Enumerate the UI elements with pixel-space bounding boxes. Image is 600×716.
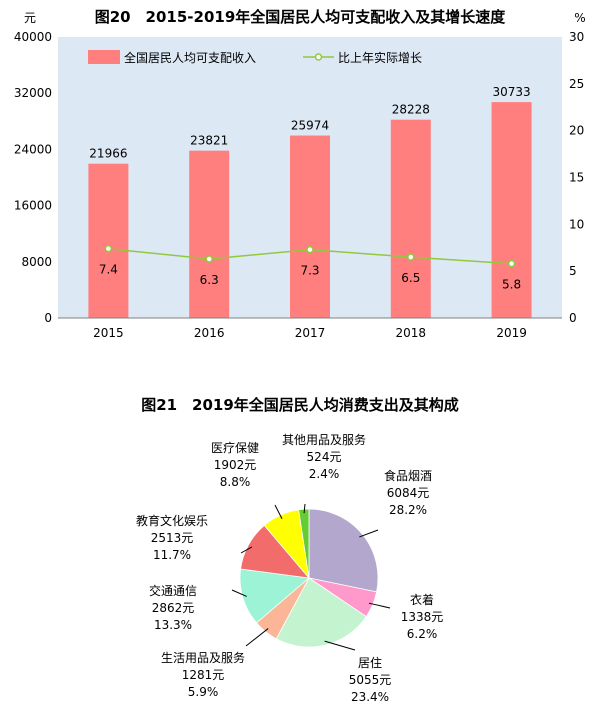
y-tick-label-right: 25 <box>569 77 584 91</box>
pie-label-amount: 1281元 <box>181 668 225 682</box>
bar <box>189 150 230 318</box>
pie-label-percent: 28.2% <box>388 503 428 517</box>
leader-line <box>231 589 247 597</box>
pie-label-name: 居住 <box>357 656 382 670</box>
left-axis-unit: 元 <box>24 11 36 25</box>
y-tick-label-left: 16000 <box>14 199 52 213</box>
pie-label-amount: 1902元 <box>213 458 257 472</box>
pie-label-name: 食品烟酒 <box>383 469 432 483</box>
chart-title-fig21: 图21 2019年全国居民人均消费支出及其构成 <box>141 396 459 414</box>
leader-line <box>274 504 283 520</box>
pie-label-name: 其他用品及服务 <box>281 433 366 447</box>
leader-line <box>240 546 253 554</box>
bar-line-chart: 元 % 0 8000 16000 24000 32000 40000 0 5 10 15 20 25 3… <box>14 11 586 340</box>
y-tick-label-right: 30 <box>569 30 584 44</box>
pie-slice <box>263 509 310 580</box>
pie-label-percent: 8.8% <box>219 475 251 489</box>
pie-label: 其他用品及服务 524元 2.4% <box>264 432 384 483</box>
pie-label-amount: 6084元 <box>386 486 430 500</box>
growth-value-label: 7.3 <box>300 264 319 278</box>
pie-label-name: 衣着 <box>409 593 434 607</box>
y-tick-label-left: 0 <box>44 311 52 325</box>
pie-label-name: 医疗保健 <box>210 441 259 455</box>
pie-label-name: 交通通信 <box>148 584 197 598</box>
legend-label-bar: 全国居民人均可支配收入 <box>124 50 256 65</box>
bar <box>88 163 129 318</box>
legend-marker <box>314 53 323 61</box>
pie-label-percent: 11.7% <box>152 548 192 562</box>
pie-slice <box>298 508 310 579</box>
growth-point <box>205 255 213 263</box>
growth-point <box>104 244 113 253</box>
pie-label: 衣着 1338元 6.2% <box>362 592 482 643</box>
y-tick-label-right: 10 <box>569 217 584 231</box>
pie-label-percent: 2.4% <box>308 467 340 481</box>
bar <box>290 135 330 318</box>
pie-label: 交通通信 2862元 13.3% <box>113 583 233 634</box>
bar-value-label: 28228 <box>392 103 430 117</box>
growth-point <box>407 253 415 261</box>
x-tick-label: 2015 <box>93 326 124 340</box>
growth-value-label: 7.4 <box>99 263 118 277</box>
bar-value-label: 30733 <box>493 85 531 99</box>
x-tick-label: 2016 <box>194 326 225 340</box>
growth-value-label: 6.5 <box>401 271 420 285</box>
y-tick-label-right: 20 <box>569 124 584 138</box>
x-tick-label: 2019 <box>496 326 527 340</box>
pie-label-percent: 23.4% <box>350 690 390 704</box>
pie-label-percent: 13.3% <box>153 618 193 632</box>
legend-label-line: 比上年实际增长 <box>338 50 422 65</box>
pie-label: 生活用品及服务 1281元 5.9% <box>143 650 263 701</box>
chart-title-fig20: 图20 2015-2019年全国居民人均可支配收入及其增长速度 <box>94 8 506 26</box>
pie-label: 教育文化娱乐 2513元 11.7% <box>112 513 232 564</box>
y-tick-label-left: 24000 <box>14 142 52 156</box>
leader-line <box>245 628 269 647</box>
pie-label-name: 生活用品及服务 <box>160 651 245 665</box>
pie-slice <box>240 524 310 579</box>
y-tick-label-right: 0 <box>569 311 577 325</box>
y-tick-label-left: 8000 <box>21 255 52 269</box>
growth-value-label: 6.3 <box>200 273 219 287</box>
pie-label: 食品烟酒 6084元 28.2% <box>348 468 468 519</box>
leader-line <box>359 529 379 538</box>
pie-label-amount: 2513元 <box>150 531 194 545</box>
y-tick-label-right: 5 <box>569 264 577 278</box>
pie-label-name: 教育文化娱乐 <box>135 514 208 528</box>
x-tick-label: 2018 <box>396 326 427 340</box>
pie-label-amount: 524元 <box>306 450 342 464</box>
pie-slice <box>239 568 310 624</box>
leader-line <box>303 503 306 514</box>
pie-label: 居住 5055元 23.4% <box>310 655 430 706</box>
pie-label-amount: 2862元 <box>151 601 195 615</box>
bar <box>491 102 532 318</box>
bar-value-label: 23821 <box>190 134 228 148</box>
pie-label-percent: 6.2% <box>406 627 438 641</box>
y-tick-label-left: 40000 <box>14 30 52 44</box>
right-axis-unit: % <box>574 11 585 25</box>
growth-point <box>306 245 314 254</box>
pie-label: 医疗保健 1902元 8.8% <box>175 440 295 491</box>
pie-label-amount: 5055元 <box>348 673 392 687</box>
y-tick-label-left: 32000 <box>14 86 52 100</box>
bar-value-label: 25974 <box>291 119 329 133</box>
bar-value-label: 21966 <box>89 147 127 161</box>
growth-point <box>507 259 516 268</box>
legend-swatch-bar <box>88 50 120 64</box>
pie-slice <box>275 577 367 648</box>
growth-value-label: 5.8 <box>502 278 521 292</box>
y-tick-label-right: 15 <box>569 171 584 185</box>
pie-slice <box>255 577 310 640</box>
pie-slice <box>308 508 379 593</box>
leader-line <box>324 640 356 651</box>
pie-label-percent: 5.9% <box>187 685 219 699</box>
bar <box>390 119 431 318</box>
pie-label-amount: 1338元 <box>400 610 444 624</box>
x-tick-label: 2017 <box>295 326 326 340</box>
